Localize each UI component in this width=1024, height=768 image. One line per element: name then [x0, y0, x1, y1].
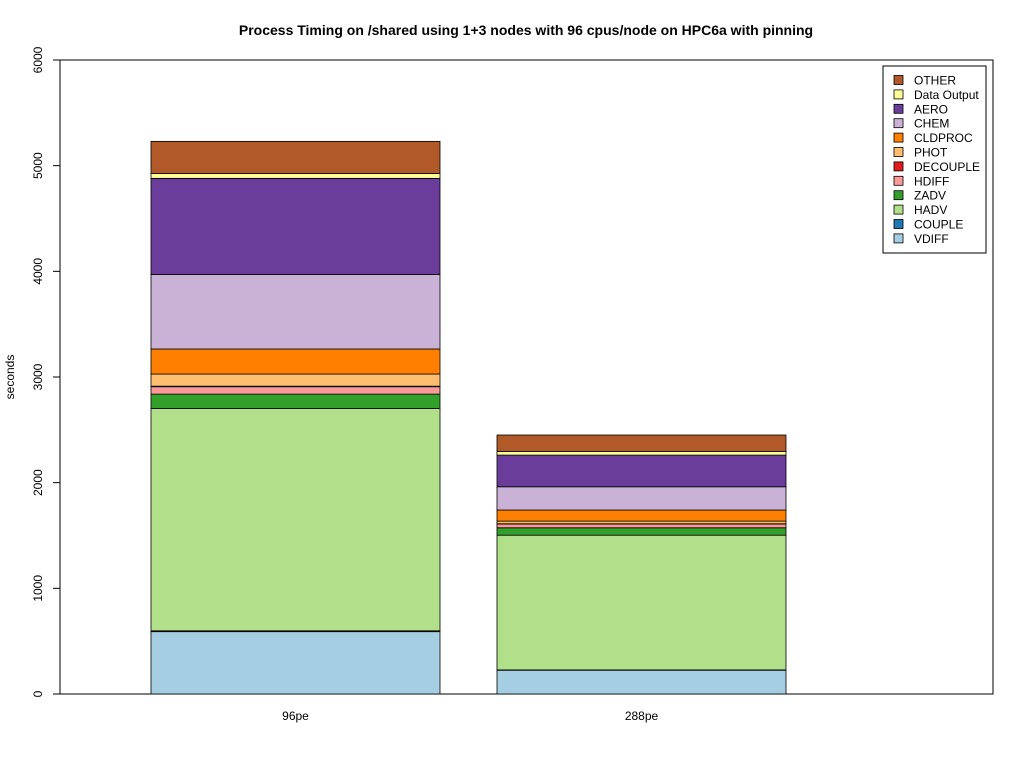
legend-swatch	[893, 89, 904, 100]
legend-label: Data Output	[914, 88, 979, 102]
x-tick-label: 288pe	[625, 709, 659, 723]
bar-segment-other	[496, 434, 787, 452]
bar-segment-other	[150, 140, 441, 174]
y-axis: 0 1000 2000 3000 4000 5000 6000	[31, 46, 61, 697]
bar-segment-data-output	[150, 173, 441, 179]
legend-swatch	[893, 75, 904, 85]
legend-swatch	[893, 132, 904, 143]
bar-segment-hdiff	[496, 523, 787, 529]
bar-segment-vdiff	[150, 631, 441, 695]
legend-swatch	[893, 204, 904, 215]
x-tick-labels: 96pe 288pe	[282, 709, 658, 723]
legend-label: AERO	[914, 102, 948, 116]
bar-segment-phot	[150, 373, 441, 387]
y-tick-label: 2000	[31, 469, 45, 496]
bar-segment-chem	[496, 486, 787, 511]
bar-segment-zadv	[150, 393, 441, 409]
bar-segment-cldproc	[150, 348, 441, 375]
legend-label: PHOT	[914, 146, 948, 160]
y-tick-label: 0	[31, 690, 45, 697]
legend-label: CLDPROC	[914, 131, 973, 145]
bars	[150, 140, 787, 695]
legend-swatch	[893, 147, 904, 157]
legend-label: DECOUPLE	[914, 160, 980, 174]
x-tick-label: 96pe	[282, 709, 309, 723]
y-tick-label: 5000	[31, 152, 45, 179]
legend-label: CHEM	[914, 117, 949, 131]
legend-swatch	[893, 161, 904, 172]
legend-swatch	[893, 118, 904, 129]
legend-swatch	[893, 103, 904, 114]
y-axis-label: seconds	[3, 355, 17, 400]
legend-swatch	[893, 233, 904, 244]
y-tick-label: 6000	[31, 46, 45, 73]
bar-segment-aero	[496, 454, 787, 488]
bar-segment-zadv	[496, 527, 787, 536]
legend-label: COUPLE	[914, 218, 963, 232]
y-tick-label: 1000	[31, 575, 45, 602]
y-tick-label: 3000	[31, 363, 45, 390]
bar-segment-cldproc	[496, 509, 787, 522]
bar-segment-hdiff	[150, 386, 441, 395]
y-tick-label: 4000	[31, 258, 45, 285]
legend-swatch	[893, 175, 904, 186]
legend-label: VDIFF	[914, 232, 949, 246]
legend-label: OTHER	[914, 74, 956, 88]
legend-label: HADV	[914, 203, 947, 217]
bar-segment-aero	[150, 177, 441, 275]
bar-segment-chem	[150, 274, 441, 350]
bar-segment-vdiff	[496, 669, 787, 695]
legend-swatch	[893, 219, 904, 229]
bar-segment-hadv	[150, 407, 441, 632]
legend-label: ZADV	[914, 189, 946, 203]
legend-swatch	[893, 190, 904, 201]
bar-segment-hadv	[496, 534, 787, 671]
legend-label: HDIFF	[914, 174, 949, 188]
bar-segment-data-output	[496, 450, 787, 456]
chart-title: Process Timing on /shared using 1+3 node…	[239, 22, 813, 38]
